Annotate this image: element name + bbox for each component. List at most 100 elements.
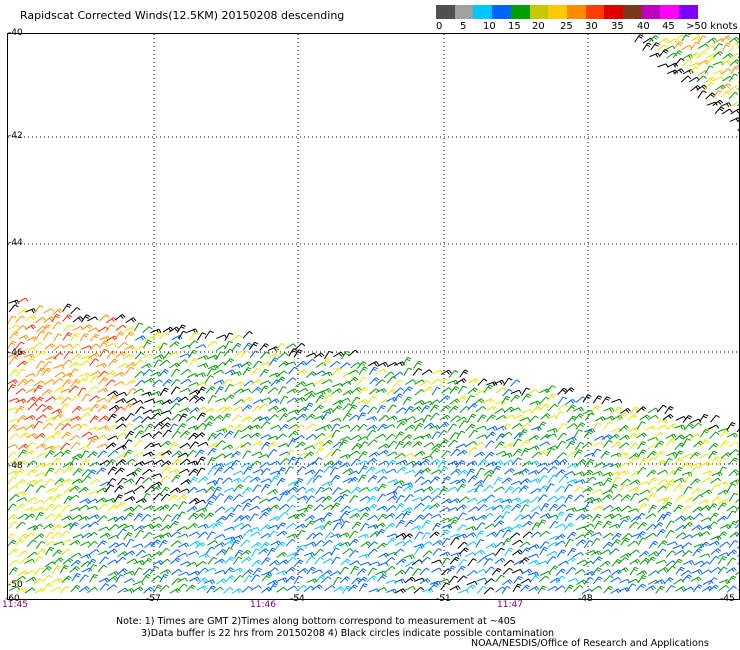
wind-barb [240,433,249,439]
wind-barb-tick [94,427,98,432]
wind-barb-tick [580,407,584,411]
wind-barb-tick [702,415,708,419]
wind-barb [250,542,259,549]
wind-barb-tick [698,524,703,529]
wind-barb-tick [428,433,432,438]
wind-barb-tick [616,408,621,412]
wind-barb-tick [147,339,152,343]
wind-barb-tick [453,461,457,466]
wind-barb-tick [276,372,280,377]
wind-barb-tick [516,379,521,383]
wind-barb [522,531,530,539]
wind-barb [583,530,592,537]
wind-barb [63,486,71,495]
wind-barb-tick [13,370,18,374]
wind-barb-tick [427,414,432,417]
wind-barb-tick [248,466,253,469]
wind-barb [276,551,285,559]
wind-barb [340,505,348,513]
wind-barb [665,433,674,439]
wind-barb-tick [237,504,242,508]
wind-barb-tick [93,377,98,380]
wind-barb-tick [49,505,54,509]
wind-barb-tick [536,434,540,439]
wind-barb [204,500,210,510]
wind-barb [115,416,124,423]
wind-barb [170,386,177,395]
wind-barb [250,432,258,439]
wind-barb-tick [481,460,486,464]
wind-barb [655,451,662,460]
wind-barb [44,532,51,541]
wind-barb-tick [356,560,360,565]
wind-barb [207,457,213,466]
wind-barb [107,466,114,475]
wind-barb [386,537,393,546]
wind-barb-tick [600,505,605,510]
wind-barb-tick [733,520,738,524]
wind-barb [43,316,52,324]
wind-barb [393,486,400,494]
wind-barb-tick [86,554,90,559]
wind-barb-tick [704,543,708,547]
wind-barb-tick [112,477,117,481]
wind-barb-tick [282,433,287,437]
wind-barb-tick [49,451,54,455]
wind-barb [86,469,94,478]
wind-barb-tick [165,504,170,508]
wind-barb-tick [498,521,503,526]
wind-barb-tick [14,300,18,305]
wind-barb-tick [101,498,105,503]
wind-barb-tick [49,467,55,470]
wind-barb-tick [241,522,245,527]
wind-barb-tick [94,405,99,409]
wind-barb-tick [310,372,315,376]
wind-barb [700,517,710,522]
wind-barb-tick [12,476,17,480]
wind-barb [513,514,521,522]
wind-barb-tick [140,424,144,429]
wind-barb-tick [159,452,163,457]
wind-barb [455,478,464,485]
wind-barb [124,570,133,576]
wind-barb-tick [725,481,729,486]
wind-barb [691,524,700,531]
wind-barb-tick [275,475,280,478]
wind-barb [665,550,673,558]
wind-barb-tick [362,452,367,456]
wind-barb-tick [336,429,341,433]
wind-barb-tick [113,395,118,398]
wind-barb-tick [473,516,477,521]
wind-barb [8,567,15,576]
wind-barb-tick [704,500,708,504]
wind-barb-tick [104,397,108,402]
wind-barb-tick [527,499,531,504]
wind-barb [602,504,611,511]
wind-barb [431,522,438,531]
wind-barb-tick [471,461,476,466]
wind-barb [419,567,427,576]
wind-barb [117,523,126,529]
wind-barb [333,495,342,502]
wind-barb [53,352,61,360]
wind-barb-tick [517,503,522,507]
wind-barb [269,460,278,466]
wind-barb-tick [397,395,402,398]
wind-barb-tick [399,521,404,525]
wind-barb-tick [606,396,611,399]
wind-barb-tick [96,490,100,495]
wind-barb-tick [266,421,271,425]
wind-barb [330,533,339,538]
wind-barb [348,508,358,514]
wind-barb [87,521,96,528]
wind-barb [554,533,563,541]
wind-barb [233,388,242,395]
wind-barb-tick [273,359,278,362]
wind-barb [152,379,160,387]
wind-barb [158,342,165,352]
wind-barb-tick [554,495,558,500]
wind-barb [603,440,610,448]
wind-barb [617,452,627,458]
wind-barb-tick [301,415,306,419]
wind-barb [260,478,270,483]
